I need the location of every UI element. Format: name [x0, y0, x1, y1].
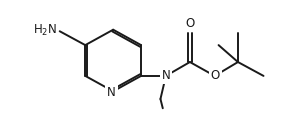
Text: H$_2$N: H$_2$N	[33, 23, 57, 38]
Text: N: N	[107, 86, 116, 99]
Text: N: N	[161, 69, 170, 82]
Text: O: O	[185, 17, 195, 30]
Text: O: O	[211, 69, 220, 82]
